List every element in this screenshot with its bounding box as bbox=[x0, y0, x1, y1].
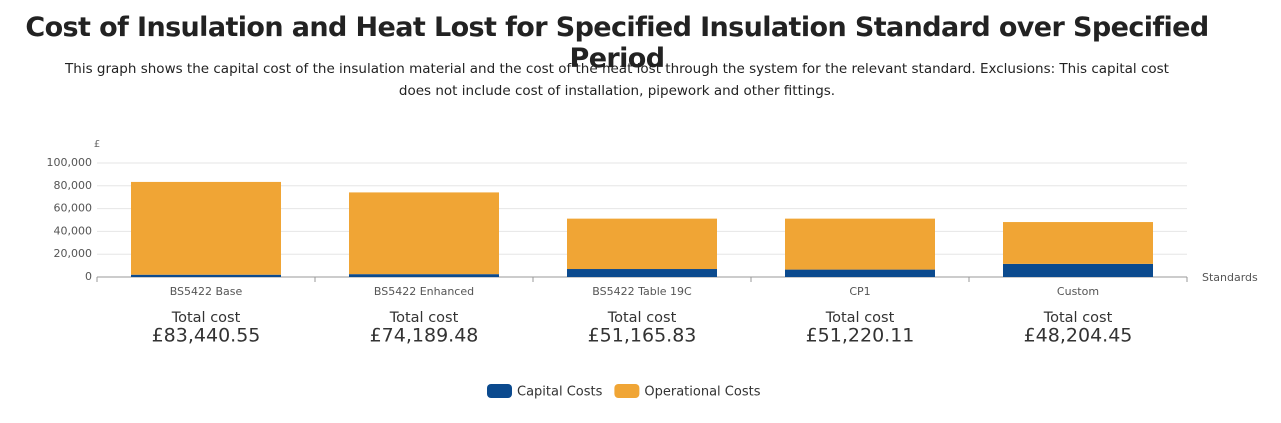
legend-swatch bbox=[614, 384, 640, 398]
total-value: £48,204.45 bbox=[1024, 325, 1133, 347]
bar-segment bbox=[349, 192, 499, 275]
bar-segment bbox=[349, 274, 499, 277]
total-title: Total cost bbox=[825, 310, 895, 326]
total-title: Total cost bbox=[607, 310, 677, 326]
bar-segment bbox=[131, 274, 281, 277]
bar-segment bbox=[785, 269, 935, 277]
bar-segment bbox=[785, 218, 935, 270]
bar-segment bbox=[1003, 263, 1153, 277]
y-tick-label: 20,000 bbox=[54, 247, 93, 260]
total-value: £83,440.55 bbox=[152, 325, 261, 347]
chart-title: Cost of Insulation and Heat Lost for Spe… bbox=[25, 12, 1209, 74]
total-title: Total cost bbox=[389, 310, 459, 326]
x-tick-label: CP1 bbox=[849, 285, 870, 298]
y-tick-label: 0 bbox=[85, 270, 92, 283]
bar-segment bbox=[131, 181, 281, 275]
x-tick-label: BS5422 Enhanced bbox=[374, 285, 474, 298]
bar-segment bbox=[1003, 222, 1153, 264]
legend-label: Capital Costs bbox=[517, 385, 603, 400]
y-tick-label: 80,000 bbox=[54, 179, 93, 192]
bar-segment bbox=[567, 218, 717, 270]
total-title: Total cost bbox=[1043, 310, 1113, 326]
x-tick-label: Custom bbox=[1057, 285, 1099, 298]
y-axis-label: £ bbox=[94, 139, 100, 150]
y-tick-label: 100,000 bbox=[47, 156, 93, 169]
y-tick-label: 60,000 bbox=[54, 202, 93, 215]
total-value: £51,165.83 bbox=[588, 325, 697, 347]
x-tick-label: BS5422 Base bbox=[170, 285, 243, 298]
x-axis-label: Standards bbox=[1202, 271, 1258, 284]
y-tick-label: 40,000 bbox=[54, 224, 93, 237]
total-value: £74,189.48 bbox=[370, 325, 479, 347]
total-title: Total cost bbox=[171, 310, 241, 326]
total-value: £51,220.11 bbox=[806, 325, 915, 347]
legend-label: Operational Costs bbox=[644, 385, 760, 400]
x-tick-label: BS5422 Table 19C bbox=[592, 285, 692, 298]
bar-segment bbox=[567, 269, 717, 277]
legend-swatch bbox=[487, 384, 512, 398]
chart-subtitle: This graph shows the capital cost of the… bbox=[65, 61, 1169, 99]
